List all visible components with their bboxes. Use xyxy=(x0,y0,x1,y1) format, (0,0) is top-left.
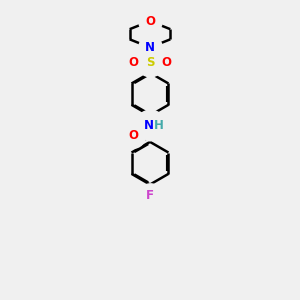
Text: N: N xyxy=(145,41,155,54)
Text: O: O xyxy=(162,56,172,69)
Text: F: F xyxy=(146,189,154,202)
Text: S: S xyxy=(146,56,154,69)
Text: O: O xyxy=(145,15,155,28)
Text: H: H xyxy=(154,118,164,131)
Text: O: O xyxy=(128,56,138,69)
Text: O: O xyxy=(128,129,138,142)
Text: N: N xyxy=(143,118,153,131)
